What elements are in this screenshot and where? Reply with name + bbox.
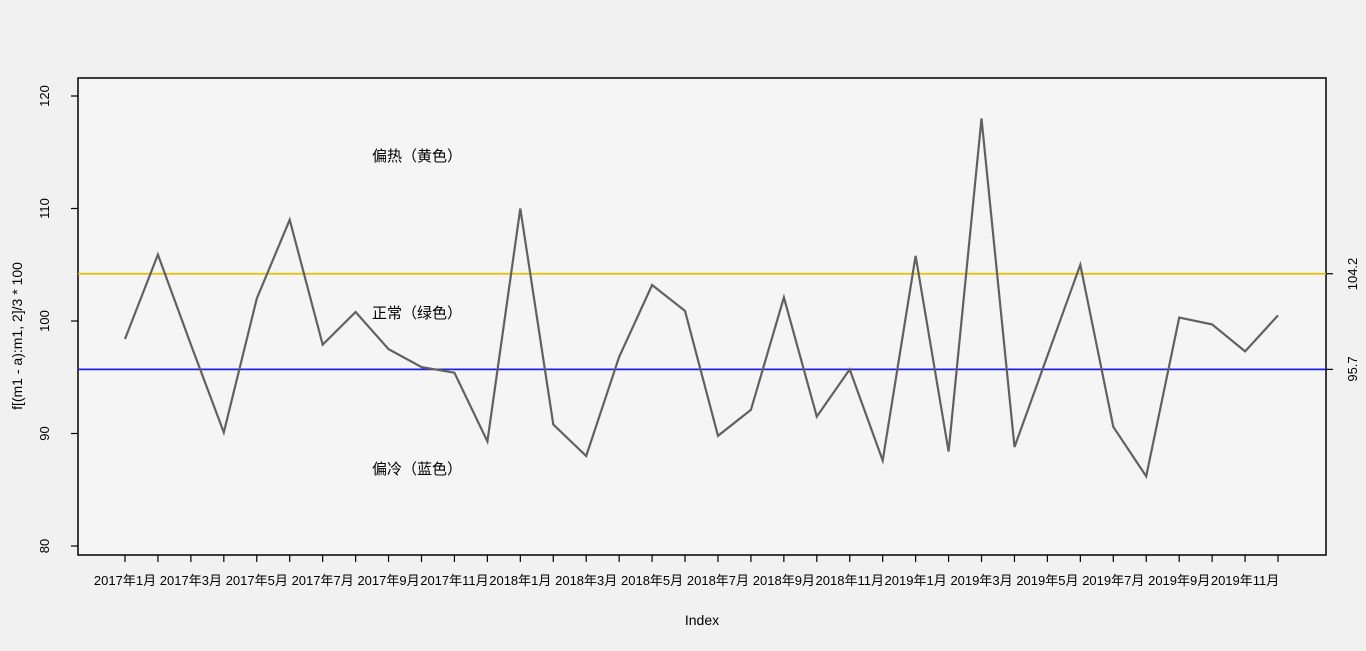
- x-tick-label: 2019年11月: [1211, 573, 1279, 588]
- annotation-hot: 偏热（黄色）: [372, 148, 462, 165]
- ref-label-lower: 95.7: [1345, 356, 1360, 381]
- annotation-normal: 正常（绿色）: [372, 305, 462, 322]
- x-tick-label: 2019年3月: [950, 573, 1012, 588]
- x-tick-label: 2019年5月: [1016, 573, 1078, 588]
- x-tick-label: 2018年7月: [687, 573, 749, 588]
- chart-generated: 2017年1月 2017年3月 2017年5月 2017年7月 2017年9月 2017年…: [37, 85, 1333, 588]
- x-tick-label: 2018年3月: [555, 573, 617, 588]
- y-tick-label: 100: [37, 310, 52, 332]
- x-tick-label: 2017年9月: [357, 573, 419, 588]
- x-tick-label: 2018年9月: [753, 573, 815, 588]
- x-tick-label: 2017年1月: [94, 573, 156, 588]
- plot-area: [77, 77, 1327, 556]
- x-tick-label: 2017年7月: [292, 573, 354, 588]
- x-tick-label: 2019年7月: [1082, 573, 1144, 588]
- y-tick-label: 90: [37, 426, 52, 440]
- y-tick-label: 80: [37, 539, 52, 553]
- x-axis-title: Index: [685, 612, 719, 628]
- x-tick-label: 2018年5月: [621, 573, 683, 588]
- data-line: [123, 118, 1279, 480]
- x-tick-label: 2017年11月: [420, 573, 488, 588]
- x-tick-label: 2018年11月: [816, 573, 884, 588]
- annotation-cold: 偏冷（蓝色）: [372, 461, 462, 478]
- y-tick-label: 110: [37, 198, 52, 219]
- x-tick-label: 2017年5月: [226, 573, 288, 588]
- x-tick-label: 2019年9月: [1148, 573, 1210, 588]
- x-tick-label: 2017年3月: [160, 573, 222, 588]
- x-tick-label: 2019年1月: [885, 573, 947, 588]
- x-tick-label: 2018年1月: [489, 573, 551, 588]
- y-axis-title: f[(m1 - a):m1, 2]/3 * 100: [9, 262, 25, 410]
- y-tick-label: 120: [37, 85, 52, 107]
- ref-label-upper: 104.2: [1345, 258, 1360, 291]
